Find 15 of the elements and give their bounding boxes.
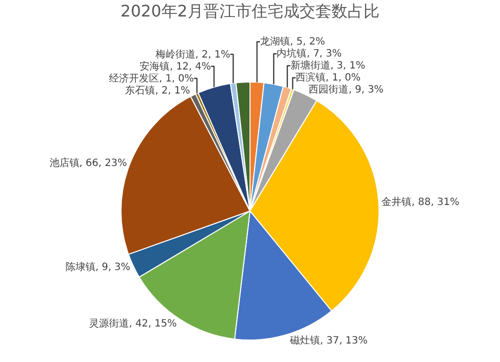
slice-label: 东石镇, 2, 1% bbox=[125, 84, 190, 96]
slice-label: 西滨镇, 1, 0% bbox=[296, 72, 361, 84]
slice-label: 陈埭镇, 9, 3% bbox=[65, 261, 130, 274]
slice-label: 经济开发区, 1, 0% bbox=[108, 72, 194, 84]
slice-label: 灵源街道, 42, 15% bbox=[89, 317, 177, 330]
slice-label: 梅岭街道, 2, 1% bbox=[154, 48, 230, 60]
slice-label: 金井镇, 88, 31% bbox=[382, 196, 460, 208]
slice-label: 池店镇, 66, 23% bbox=[49, 156, 127, 169]
slice-label: 内坑镇, 7, 3% bbox=[276, 48, 342, 60]
slice-label: 安海镇, 12, 4% bbox=[140, 60, 212, 72]
slice-label: 磁灶镇, 37, 13% bbox=[288, 334, 368, 346]
slice-label: 龙湖镇, 5, 2% bbox=[260, 36, 325, 48]
slice-label: 西园街道, 9, 3% bbox=[308, 84, 384, 96]
chart-title: 2020年2月晋江市住宅成交套数占比 bbox=[120, 2, 380, 21]
slice-label: 新塘街道, 3, 1% bbox=[290, 60, 366, 72]
